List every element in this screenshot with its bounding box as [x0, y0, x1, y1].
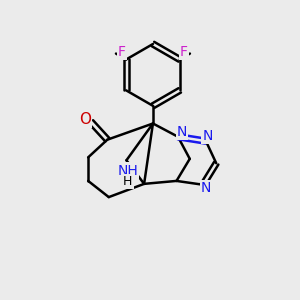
Text: F: F — [118, 45, 126, 59]
Text: O: O — [79, 112, 91, 127]
Text: F: F — [180, 45, 188, 59]
Text: N: N — [201, 181, 211, 195]
Text: N: N — [177, 125, 187, 139]
Text: N: N — [202, 129, 213, 143]
Text: NH: NH — [118, 164, 138, 178]
Text: H: H — [123, 175, 133, 188]
